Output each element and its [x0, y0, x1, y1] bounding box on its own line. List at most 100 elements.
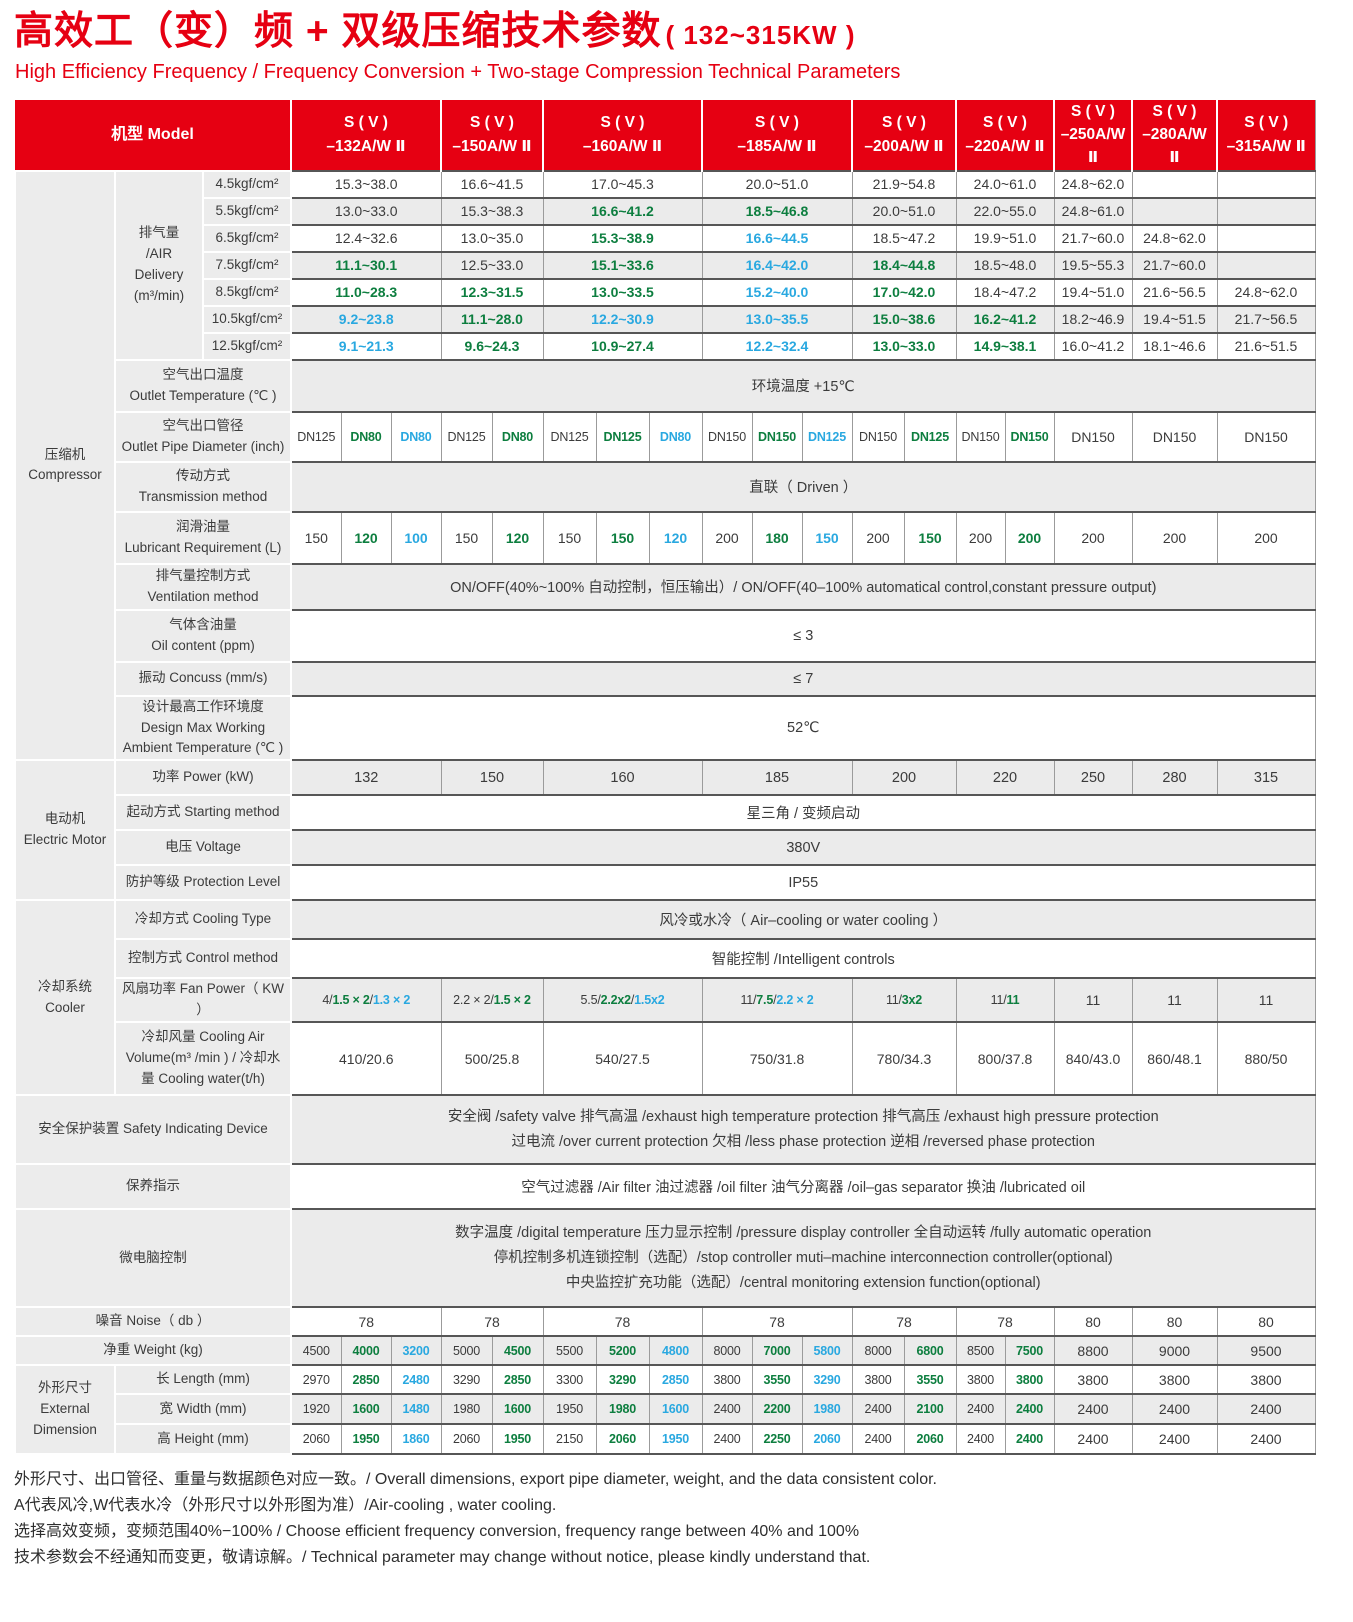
table-cell: 2060 — [440, 1423, 492, 1455]
row-label-fan-power: 风扇功率 Fan Power（ KW ） — [114, 977, 292, 1024]
row-label-power: 功率 Power (kW) — [114, 759, 292, 797]
table-cell: 8500 — [955, 1335, 1005, 1366]
model-column-header: S ( V ) –220A/W Ⅱ — [955, 99, 1054, 171]
table-cell: 13.0~35.5 — [701, 304, 852, 333]
table-cell: 9.1~21.3 — [290, 331, 441, 360]
model-column-header: S ( V ) –150A/W Ⅱ — [440, 99, 543, 171]
table-cell: 5200 — [595, 1335, 649, 1366]
table-cell: 2060 — [290, 1423, 341, 1455]
table-cell: 11/11 — [955, 977, 1054, 1023]
table-cell: 78 — [542, 1306, 702, 1337]
table-row: 宽 Width (mm) 1920 1600 1480 1980 1600 1950 1980… — [15, 1393, 1315, 1426]
table-row: 排气量控制方式 Ventilation method ON/OFF(40%~100%… — [15, 562, 1315, 611]
table-cell: 880/50 — [1216, 1021, 1315, 1096]
table-cell: 16.6~41.2 — [542, 196, 702, 225]
table-cell: DN125 — [290, 410, 341, 462]
table-row: 空气出口管径 Outlet Pipe Diameter (inch) DN125 DN… — [15, 410, 1315, 463]
row-label-maintenance-indication: 保养指示 — [14, 1163, 292, 1211]
table-cell: 3800 — [1131, 1364, 1217, 1395]
table-cell: 200 — [851, 759, 956, 796]
table-cell: 1980 — [595, 1393, 649, 1425]
table-cell: 18.4~47.2 — [955, 277, 1054, 306]
row-label-control-method: 控制方式 Control method — [114, 938, 292, 980]
table-cell: 2400 — [1131, 1423, 1217, 1455]
table-cell: 200 — [1131, 510, 1217, 564]
row-label-voltage: 电压 Voltage — [114, 829, 292, 867]
table-cell: 80 — [1053, 1306, 1132, 1337]
table-cell: 9000 — [1131, 1335, 1217, 1366]
table-cell: 410/20.6 — [290, 1021, 441, 1096]
table-cell: 21.7~60.0 — [1053, 223, 1132, 252]
table-cell: 17.0~42.0 — [851, 277, 956, 306]
table-row: 10.5kgf/cm² 9.2~23.8 11.1~28.0 12.2~30.9 13.… — [15, 304, 1315, 334]
table-row: 噪音 Noise（ db ） 78 78 78 78 78 78 80 80 80 — [14, 1306, 1315, 1338]
table-cell — [1216, 196, 1315, 225]
row-label-outlet-pipe-diameter: 空气出口管径 Outlet Pipe Diameter (inch) — [114, 410, 292, 463]
table-row: 6.5kgf/cm² 12.4~32.6 13.0~35.0 15.3~38.9 16.… — [15, 223, 1315, 253]
model-column-header: S ( V ) –160A/W Ⅱ — [542, 99, 702, 171]
table-cell: 1980 — [440, 1393, 492, 1425]
table-cell: 78 — [701, 1306, 852, 1337]
table-cell: 2480 — [390, 1364, 441, 1395]
table-cell: 780/34.3 — [851, 1021, 956, 1096]
concuss-value: ≤ 7 — [290, 660, 1315, 696]
table-cell: 21.9~54.8 — [851, 169, 956, 198]
table-cell: 2400 — [851, 1423, 904, 1455]
table-cell — [1131, 169, 1217, 198]
table-cell: 8800 — [1053, 1335, 1132, 1366]
row-label-microcomputer-control: 微电脑控制 — [14, 1208, 292, 1309]
model-column-header: S ( V ) –132A/W Ⅱ — [290, 99, 441, 171]
table-cell: 5500 — [542, 1335, 596, 1366]
table-cell: 16.6~41.5 — [440, 169, 543, 198]
model-column-header: S ( V ) –280A/W Ⅱ — [1131, 99, 1217, 171]
table-cell: 1950 — [648, 1423, 702, 1455]
table-cell: DN125 — [903, 410, 956, 462]
table-cell: 19.4~51.0 — [1053, 277, 1132, 306]
table-cell: 500/25.8 — [440, 1021, 543, 1096]
table-cell: 18.1~46.6 — [1131, 331, 1217, 360]
table-cell: 15.1~33.6 — [542, 250, 702, 279]
table-cell: 3290 — [440, 1364, 492, 1395]
table-cell: 18.5~47.2 — [851, 223, 956, 252]
table-cell: 200 — [1053, 510, 1132, 564]
table-cell: 2400 — [1053, 1393, 1132, 1425]
table-cell: 2400 — [955, 1393, 1005, 1425]
table-row: 高 Height (mm) 2060 1950 1860 2060 1950 2150 206… — [15, 1423, 1315, 1456]
table-cell: 20.0~51.0 — [851, 196, 956, 225]
row-label-lubricant: 润滑油量 Lubricant Requirement (L) — [114, 510, 292, 565]
table-cell: 150 — [801, 510, 852, 564]
table-cell: 800/37.8 — [955, 1021, 1054, 1096]
table-row: 12.5kgf/cm² 9.1~21.3 9.6~24.3 10.9~27.4 12.2… — [15, 331, 1315, 361]
table-cell: 2850 — [648, 1364, 702, 1395]
row-label-oil-content: 气体含油量 Oil content (ppm) — [114, 608, 292, 663]
table-cell: 21.6~56.5 — [1131, 277, 1217, 306]
row-label-outlet-temperature: 空气出口温度 Outlet Temperature (℃ ) — [114, 358, 292, 413]
table-cell: 12.3~31.5 — [440, 277, 543, 306]
table-cell: 2.2 × 2/1.5 × 2 — [440, 977, 543, 1023]
safety-device-value: 安全阀 /safety valve 排气高温 /exhaust high tem… — [290, 1094, 1315, 1165]
pressure-label: 8.5kgf/cm² — [202, 277, 292, 307]
table-cell: 2970 — [290, 1364, 341, 1395]
table-cell: 3300 — [542, 1364, 596, 1395]
row-label-noise: 噪音 Noise（ db ） — [14, 1306, 292, 1338]
table-cell: DN150 — [1131, 410, 1217, 462]
table-cell: DN125 — [440, 410, 492, 462]
table-cell: 132 — [290, 759, 441, 796]
table-cell: 5000 — [440, 1335, 492, 1366]
table-cell — [1216, 223, 1315, 252]
table-cell — [1216, 169, 1315, 198]
row-label-cooling-air-volume: 冷却风量 Cooling Air Volume(m³ /min ) / 冷却水量 … — [114, 1021, 292, 1097]
table-cell: 1600 — [340, 1393, 391, 1425]
table-cell: 3290 — [595, 1364, 649, 1395]
table-cell: 200 — [955, 510, 1005, 564]
table-row: 7.5kgf/cm² 11.1~30.1 12.5~33.0 15.1~33.6 16.… — [15, 250, 1315, 280]
page-title-range: ( 132~315KW ) — [665, 20, 856, 50]
table-cell: 2400 — [1216, 1393, 1315, 1425]
table-cell: 4/1.5 × 2/1.3 × 2 — [290, 977, 441, 1023]
table-cell: DN80 — [340, 410, 391, 462]
design-max-ambient-value: 52℃ — [290, 694, 1315, 761]
table-cell: 13.0~33.0 — [851, 331, 956, 360]
table-cell: 860/48.1 — [1131, 1021, 1217, 1096]
table-row: 风扇功率 Fan Power（ KW ） 4/1.5 × 2/1.3 × 2 2.2… — [15, 977, 1315, 1024]
table-cell: 3800 — [1004, 1364, 1054, 1395]
